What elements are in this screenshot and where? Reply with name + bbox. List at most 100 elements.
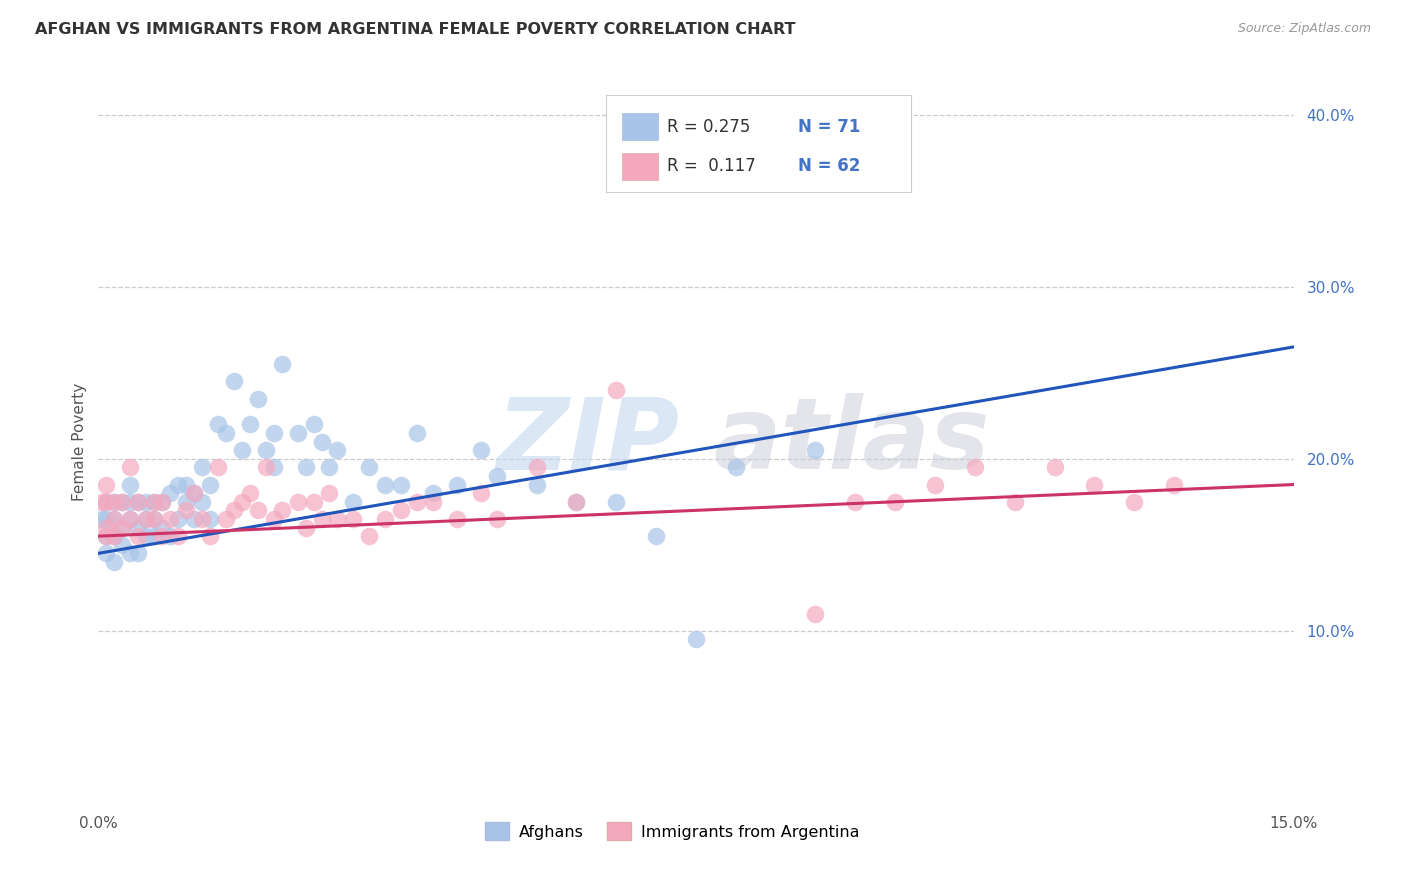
Point <box>96 477 118 491</box>
Point <box>231 443 253 458</box>
Point <box>526 460 548 475</box>
Point <box>1004 494 1026 508</box>
Text: N = 62: N = 62 <box>797 157 860 175</box>
Point <box>605 383 627 397</box>
Point <box>143 529 166 543</box>
Point <box>287 425 309 440</box>
Point <box>127 494 149 508</box>
Point <box>446 477 468 491</box>
Point <box>374 477 396 491</box>
Point <box>207 460 229 475</box>
Point <box>446 512 468 526</box>
Point <box>103 555 125 569</box>
Point <box>191 512 214 526</box>
Point <box>150 520 173 534</box>
Point <box>924 477 946 491</box>
Point <box>605 494 627 508</box>
Text: atlas: atlas <box>713 393 990 490</box>
Point <box>294 520 316 534</box>
Point <box>222 503 245 517</box>
Point <box>470 486 492 500</box>
Point <box>135 512 157 526</box>
Point <box>103 529 125 543</box>
Point <box>111 538 134 552</box>
Point <box>96 512 118 526</box>
Point <box>167 512 190 526</box>
Point <box>183 486 205 500</box>
Point <box>844 494 866 508</box>
Point <box>96 546 118 560</box>
Point <box>254 443 277 458</box>
Point <box>342 494 364 508</box>
Point <box>565 494 588 508</box>
Point <box>127 546 149 560</box>
Point <box>263 460 285 475</box>
Point <box>143 494 166 508</box>
Point <box>183 486 205 500</box>
Point <box>103 494 125 508</box>
Point <box>159 529 181 543</box>
Point <box>215 425 238 440</box>
FancyBboxPatch shape <box>606 95 911 193</box>
Point <box>645 529 668 543</box>
Point <box>135 512 157 526</box>
Bar <box>621 153 658 180</box>
Point <box>359 460 381 475</box>
Point <box>311 434 333 449</box>
Point <box>1163 477 1185 491</box>
Point <box>159 486 181 500</box>
Text: ZIP: ZIP <box>496 393 681 490</box>
Point <box>127 494 149 508</box>
Point <box>96 520 118 534</box>
Point <box>96 529 118 543</box>
Point <box>804 443 827 458</box>
Point <box>111 494 134 508</box>
Point <box>526 477 548 491</box>
Point <box>111 520 134 534</box>
Point <box>103 512 125 526</box>
Point <box>111 494 134 508</box>
Point <box>311 512 333 526</box>
Point <box>884 494 907 508</box>
Bar <box>621 112 658 140</box>
Point <box>150 529 173 543</box>
Text: R =  0.117: R = 0.117 <box>668 157 756 175</box>
Point <box>96 494 118 508</box>
Y-axis label: Female Poverty: Female Poverty <box>72 383 87 500</box>
Point <box>685 632 707 647</box>
Point <box>724 460 747 475</box>
Point <box>143 512 166 526</box>
Point <box>231 494 253 508</box>
Point <box>1043 460 1066 475</box>
Point <box>120 477 142 491</box>
Point <box>374 512 396 526</box>
Point <box>470 443 492 458</box>
Point <box>565 494 588 508</box>
Point <box>96 494 118 508</box>
Point <box>263 512 285 526</box>
Point <box>1083 477 1105 491</box>
Point <box>174 477 197 491</box>
Point <box>804 607 827 621</box>
Point <box>422 494 444 508</box>
Point <box>389 503 412 517</box>
Point <box>246 503 269 517</box>
Point <box>174 494 197 508</box>
Point <box>485 512 508 526</box>
Point <box>150 494 173 508</box>
Point <box>239 486 262 500</box>
Point <box>120 512 142 526</box>
Point <box>167 477 190 491</box>
Point <box>239 417 262 432</box>
Point <box>103 512 125 526</box>
Point <box>103 494 125 508</box>
Point <box>91 494 114 508</box>
Point <box>359 529 381 543</box>
Point <box>120 546 142 560</box>
Point <box>246 392 269 406</box>
Point <box>485 469 508 483</box>
Point <box>191 494 214 508</box>
Point <box>318 486 340 500</box>
Point <box>326 512 349 526</box>
Point <box>191 460 214 475</box>
